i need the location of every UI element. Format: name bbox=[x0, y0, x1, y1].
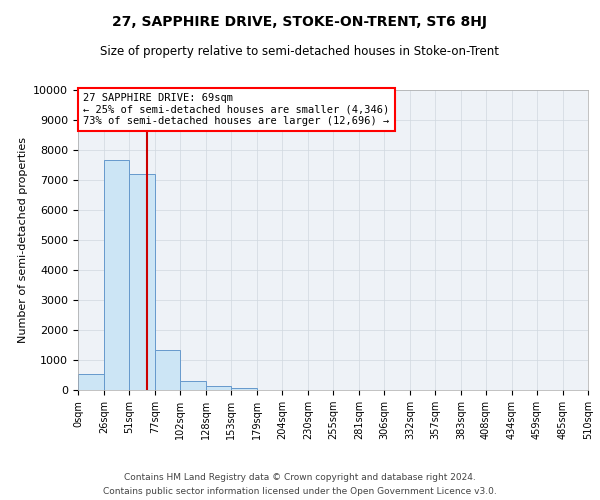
Bar bbox=[104, 160, 129, 390]
Y-axis label: Number of semi-detached properties: Number of semi-detached properties bbox=[18, 137, 28, 343]
Text: 27 SAPPHIRE DRIVE: 69sqm
← 25% of semi-detached houses are smaller (4,346)
73% o: 27 SAPPHIRE DRIVE: 69sqm ← 25% of semi-d… bbox=[83, 93, 389, 126]
Bar bbox=[231, 388, 257, 390]
Text: Contains HM Land Registry data © Crown copyright and database right 2024.: Contains HM Land Registry data © Crown c… bbox=[124, 472, 476, 482]
Text: 27, SAPPHIRE DRIVE, STOKE-ON-TRENT, ST6 8HJ: 27, SAPPHIRE DRIVE, STOKE-ON-TRENT, ST6 … bbox=[113, 15, 487, 29]
Bar bbox=[155, 350, 180, 390]
Text: Size of property relative to semi-detached houses in Stoke-on-Trent: Size of property relative to semi-detach… bbox=[101, 45, 499, 58]
Bar bbox=[206, 386, 231, 390]
Bar bbox=[129, 174, 155, 390]
Bar bbox=[78, 374, 104, 390]
Text: Contains public sector information licensed under the Open Government Licence v3: Contains public sector information licen… bbox=[103, 488, 497, 496]
Bar bbox=[180, 381, 206, 390]
